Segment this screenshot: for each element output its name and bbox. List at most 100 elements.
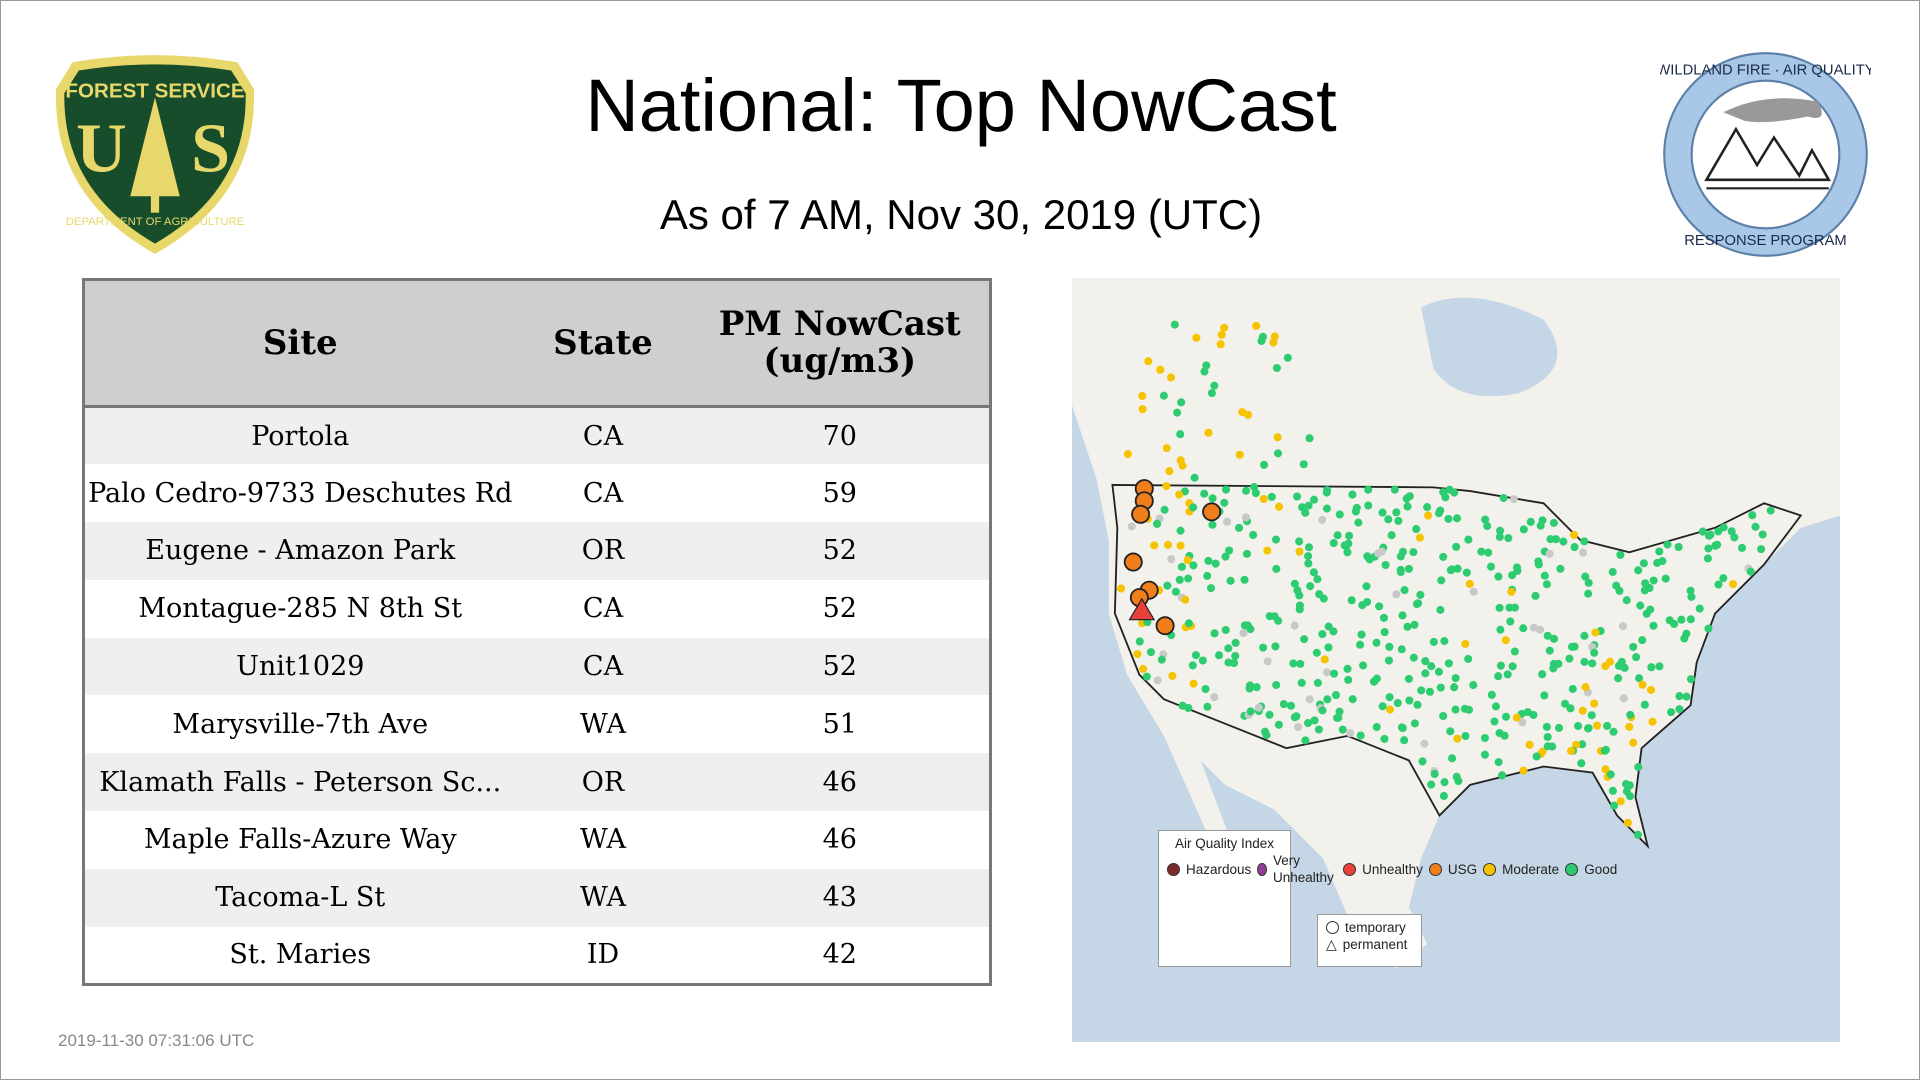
monitor-marker[interactable] [1200,489,1209,498]
monitor-marker[interactable] [1416,590,1425,599]
monitor-marker[interactable] [1496,625,1505,634]
monitor-marker[interactable] [1292,492,1302,501]
monitor-marker[interactable] [1603,721,1612,730]
monitor-marker[interactable] [1590,699,1599,708]
monitor-marker[interactable] [1204,428,1213,437]
monitor-marker[interactable] [1319,594,1328,603]
monitor-marker[interactable] [1412,525,1421,534]
monitor-marker[interactable] [1306,582,1315,591]
monitor-marker[interactable] [1538,670,1547,679]
monitor-marker[interactable] [1545,646,1554,655]
monitor-marker[interactable] [1385,693,1394,702]
monitor-marker[interactable] [1314,725,1323,734]
monitor-marker[interactable] [1667,708,1676,717]
monitor-marker[interactable] [1622,596,1631,605]
monitor-marker[interactable] [1254,703,1263,712]
monitor-marker[interactable] [1364,501,1373,510]
monitor-marker[interactable] [1354,518,1363,527]
monitor-marker[interactable] [1746,567,1755,576]
monitor-marker[interactable] [1279,700,1288,709]
monitor-marker[interactable] [1166,373,1176,382]
monitor-marker[interactable] [1322,504,1331,513]
monitor-marker[interactable] [1335,510,1344,519]
monitor-marker[interactable] [1450,683,1459,692]
monitor-marker[interactable] [1415,533,1424,542]
monitor-marker[interactable] [1223,517,1232,526]
monitor-marker[interactable] [1663,540,1672,549]
monitor-marker[interactable] [1409,548,1418,557]
monitor-marker[interactable] [1543,631,1552,640]
monitor-marker[interactable] [1414,599,1423,608]
monitor-marker[interactable] [1523,708,1532,717]
monitor-marker[interactable] [1271,642,1280,651]
monitor-marker[interactable] [1486,562,1496,571]
monitor-marker[interactable] [1622,787,1631,796]
monitor-marker[interactable] [1509,495,1518,504]
monitor-marker[interactable] [1207,389,1216,398]
monitor-marker[interactable] [1380,628,1389,637]
monitor-marker[interactable] [1364,485,1373,494]
monitor-marker[interactable] [1183,556,1192,565]
monitor-marker[interactable] [1638,680,1647,689]
monitor-marker[interactable] [1318,515,1327,524]
monitor-marker[interactable] [1417,686,1426,695]
monitor-marker[interactable] [1409,653,1418,662]
monitor-marker[interactable] [1286,701,1296,710]
monitor-marker[interactable] [1465,579,1474,588]
monitor-marker[interactable] [1498,771,1507,780]
monitor-marker[interactable] [1348,490,1357,499]
monitor-marker[interactable] [1534,557,1543,566]
monitor-marker[interactable] [1584,724,1593,733]
monitor-marker[interactable] [1396,567,1405,577]
monitor-marker[interactable] [1303,719,1313,728]
monitor-marker[interactable] [1625,781,1634,790]
map-canvas[interactable] [1072,278,1840,1042]
monitor-marker[interactable] [1616,550,1625,559]
monitor-marker[interactable] [1402,494,1411,503]
monitor-marker[interactable] [1404,674,1413,683]
monitor-marker[interactable] [1400,586,1409,595]
monitor-marker[interactable] [1343,664,1352,673]
monitor-marker[interactable] [1335,707,1344,716]
monitor-marker[interactable] [1272,363,1281,373]
monitor-marker[interactable] [1283,353,1292,362]
monitor-marker[interactable] [1274,502,1284,511]
monitor-marker[interactable] [1462,568,1471,577]
monitor-marker[interactable] [1384,515,1393,524]
monitor-marker[interactable] [1381,560,1390,570]
monitor-marker[interactable] [1372,638,1381,647]
monitor-marker[interactable] [1217,330,1226,339]
monitor-marker[interactable] [1333,531,1342,540]
monitor-marker[interactable] [1501,712,1511,721]
monitor-marker[interactable] [1481,515,1490,524]
monitor-marker[interactable] [1549,518,1558,527]
monitor-marker[interactable] [1420,739,1429,748]
monitor-marker[interactable] [1400,736,1409,745]
monitor-marker[interactable] [1714,527,1723,536]
monitor-marker[interactable] [1117,584,1126,593]
monitor-marker[interactable] [1267,492,1276,501]
monitor-marker[interactable] [1359,661,1368,670]
monitor-marker[interactable] [1554,659,1563,668]
monitor-marker[interactable] [1655,547,1664,556]
monitor-marker[interactable] [1189,561,1198,570]
monitor-marker[interactable] [1461,732,1470,741]
monitor-marker[interactable] [1704,531,1714,540]
monitor-marker[interactable] [1543,742,1552,751]
monitor-marker[interactable] [1378,508,1387,517]
monitor-marker[interactable] [1206,584,1216,593]
monitor-marker[interactable] [1609,727,1618,736]
monitor-marker[interactable] [1146,648,1155,657]
monitor-marker[interactable] [1453,734,1462,743]
monitor-marker[interactable] [1495,532,1504,541]
monitor-marker[interactable] [1324,643,1333,652]
monitor-marker[interactable] [1138,405,1147,414]
monitor-marker[interactable] [1580,537,1589,546]
monitor-marker[interactable] [1318,706,1327,715]
monitor-marker[interactable] [1496,661,1505,670]
monitor-marker[interactable] [1578,548,1588,557]
monitor-marker[interactable] [1296,659,1305,668]
monitor-marker[interactable] [1356,731,1365,740]
monitor-marker[interactable] [1410,620,1419,629]
monitor-marker[interactable] [1554,723,1564,732]
